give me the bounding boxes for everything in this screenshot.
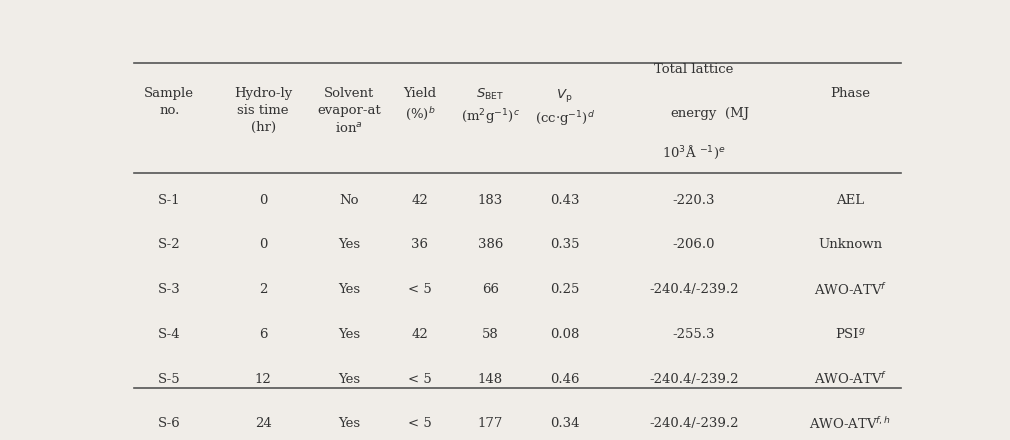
Text: S-6: S-6 <box>158 417 181 430</box>
Text: S-4: S-4 <box>158 328 181 341</box>
Text: AWO-ATV$^{f}$: AWO-ATV$^{f}$ <box>814 282 887 297</box>
Text: -255.3: -255.3 <box>673 328 715 341</box>
Text: Unknown: Unknown <box>818 238 883 251</box>
Text: Hydro-ly
sis time
(hr): Hydro-ly sis time (hr) <box>234 87 292 134</box>
Text: 148: 148 <box>478 373 503 385</box>
Text: Yes: Yes <box>338 373 361 385</box>
Text: $V_{\rm p}$
(cc·g$^{-1}$)$^{d}$: $V_{\rm p}$ (cc·g$^{-1}$)$^{d}$ <box>534 87 595 128</box>
Text: 0.46: 0.46 <box>549 373 580 385</box>
Text: Yield
(%)$^{b}$: Yield (%)$^{b}$ <box>403 87 436 122</box>
Text: 0: 0 <box>259 238 268 251</box>
Text: -240.4/-239.2: -240.4/-239.2 <box>649 373 738 385</box>
Text: S-3: S-3 <box>158 283 181 296</box>
Text: PSI$^{g}$: PSI$^{g}$ <box>835 327 866 341</box>
Text: 10$^{3}$Å $^{-1}$)$^{e}$: 10$^{3}$Å $^{-1}$)$^{e}$ <box>662 144 725 161</box>
Text: 42: 42 <box>411 194 428 207</box>
Text: 0.35: 0.35 <box>549 238 580 251</box>
Text: 386: 386 <box>478 238 503 251</box>
Text: -240.4/-239.2: -240.4/-239.2 <box>649 417 738 430</box>
Text: 0: 0 <box>259 194 268 207</box>
Text: 0.43: 0.43 <box>549 194 580 207</box>
Text: 0.08: 0.08 <box>549 328 580 341</box>
Text: 177: 177 <box>478 417 503 430</box>
Text: S-2: S-2 <box>158 238 181 251</box>
Text: 58: 58 <box>482 328 499 341</box>
Text: 0.34: 0.34 <box>549 417 580 430</box>
Text: AEL: AEL <box>836 194 865 207</box>
Text: 183: 183 <box>478 194 503 207</box>
Text: AWO-ATV$^{f}$: AWO-ATV$^{f}$ <box>814 371 887 387</box>
Text: S-1: S-1 <box>158 194 181 207</box>
Text: Yes: Yes <box>338 283 361 296</box>
Text: < 5: < 5 <box>408 283 431 296</box>
Text: AWO-ATV$^{f,h}$: AWO-ATV$^{f,h}$ <box>809 416 891 432</box>
Text: Sample
no.: Sample no. <box>144 87 194 117</box>
Text: 0.25: 0.25 <box>549 283 580 296</box>
Text: < 5: < 5 <box>408 373 431 385</box>
Text: -206.0: -206.0 <box>673 238 715 251</box>
Text: 6: 6 <box>259 328 268 341</box>
Text: 24: 24 <box>255 417 272 430</box>
Text: 66: 66 <box>482 283 499 296</box>
Text: Yes: Yes <box>338 238 361 251</box>
Text: Solvent
evapor-at
ion$^{a}$: Solvent evapor-at ion$^{a}$ <box>317 87 381 135</box>
Text: 12: 12 <box>255 373 272 385</box>
Text: $S_{\rm BET}$
(m$^{2}$g$^{-1}$)$^{c}$: $S_{\rm BET}$ (m$^{2}$g$^{-1}$)$^{c}$ <box>461 87 520 127</box>
Text: energy: energy <box>671 107 717 120</box>
Text: 42: 42 <box>411 328 428 341</box>
Text: Total lattice: Total lattice <box>654 63 733 76</box>
Text: (MJ: (MJ <box>725 107 748 120</box>
Text: S-5: S-5 <box>158 373 181 385</box>
Text: Yes: Yes <box>338 417 361 430</box>
Text: < 5: < 5 <box>408 417 431 430</box>
Text: Phase: Phase <box>830 87 871 100</box>
Text: 2: 2 <box>259 283 268 296</box>
Text: 36: 36 <box>411 238 428 251</box>
Text: -240.4/-239.2: -240.4/-239.2 <box>649 283 738 296</box>
Text: Yes: Yes <box>338 328 361 341</box>
Text: -220.3: -220.3 <box>673 194 715 207</box>
Text: No: No <box>339 194 360 207</box>
